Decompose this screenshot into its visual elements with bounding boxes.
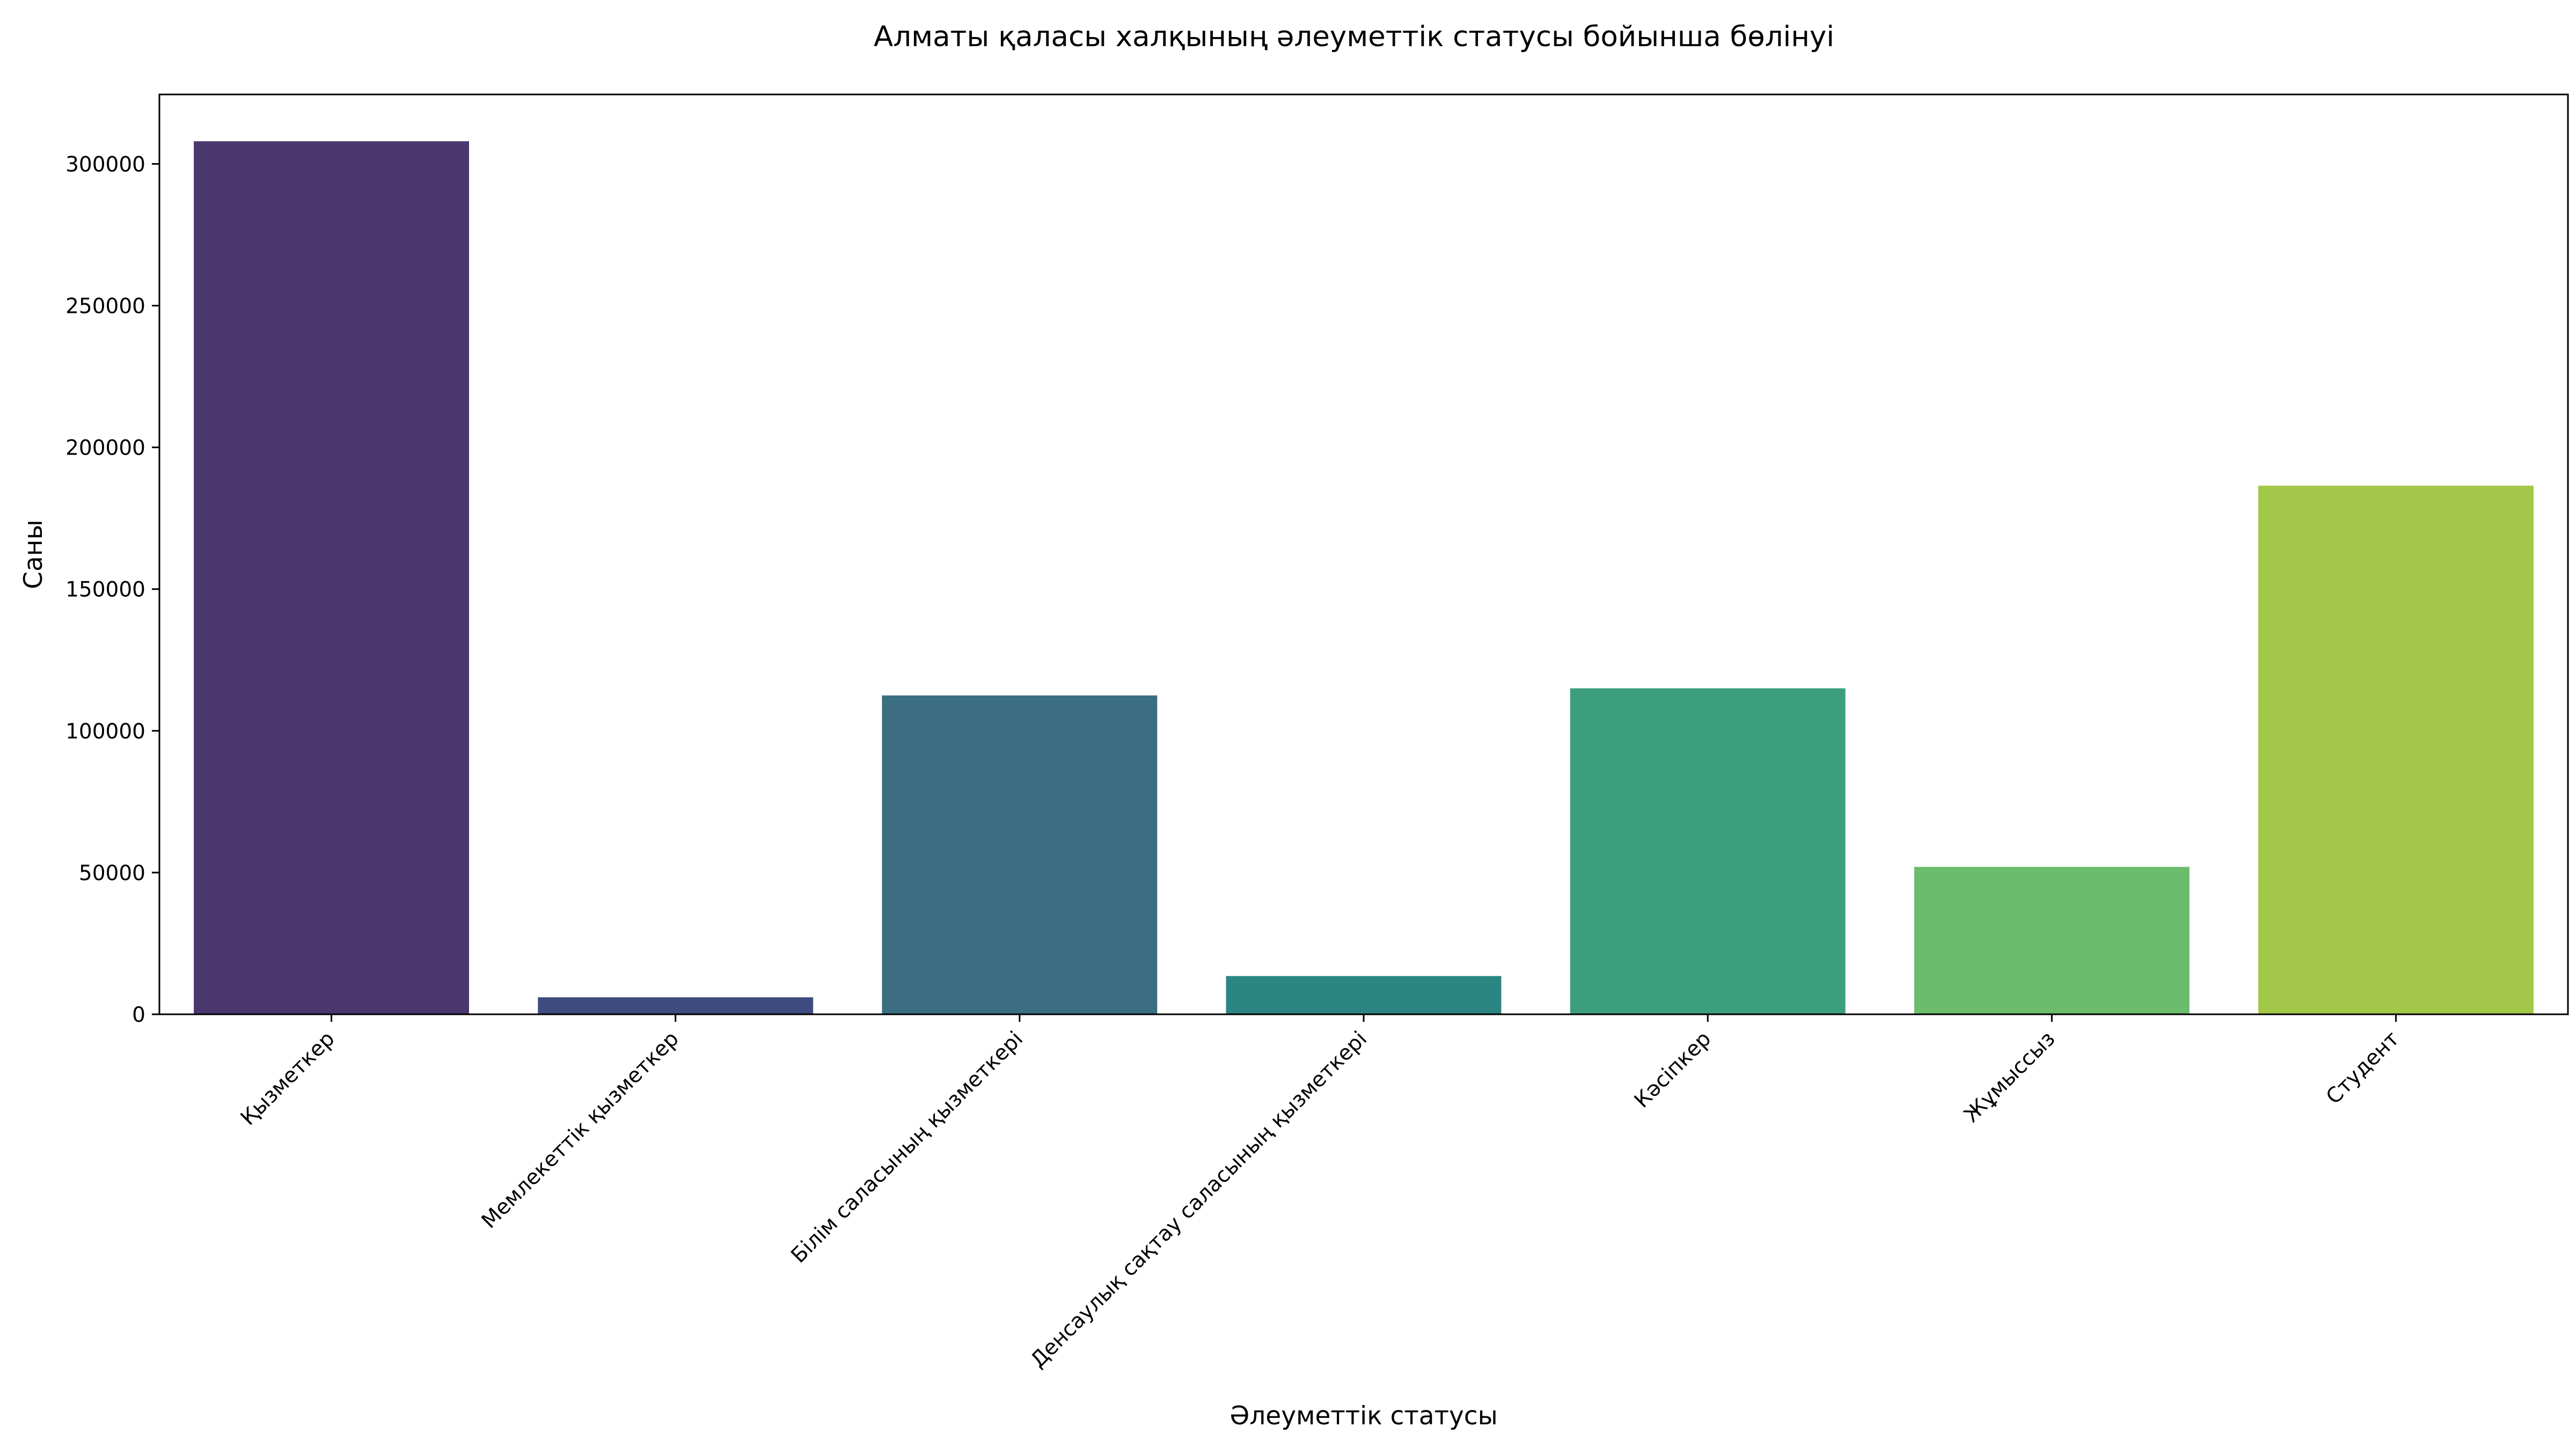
y-tick-label: 100000 [65,720,145,744]
bar-6 [1914,867,2190,1014]
bar-7 [2258,485,2534,1014]
y-tick-label: 300000 [65,152,145,177]
y-tick-label: 150000 [65,578,145,602]
x-tick-label: Қызметкер [236,1027,340,1130]
y-tick-label: 50000 [79,861,145,885]
bar-3 [882,695,1158,1014]
bar-4 [1226,976,1502,1014]
chart-title: Алматы қаласы халқының әлеуметтік статус… [874,20,1834,53]
x-tick-label: Кәсіпкер [1630,1027,1716,1113]
x-axis: Қызметкер Мемлекеттік қызметкер Білім сала… [236,1014,2404,1373]
bars-group [194,141,2534,1015]
x-tick-label: Денсаулық сақтау саласының қызметкері [1026,1027,1372,1372]
x-axis-label: Әлеуметтік статусы [1230,1401,1497,1431]
y-tick-label: 200000 [65,436,145,460]
bar-1 [194,141,470,1015]
x-tick-label: Білім саласының қызметкері [787,1027,1028,1268]
y-tick-label: 0 [132,1003,145,1027]
bar-2 [538,997,814,1014]
plot-frame [158,93,2569,1015]
y-axis: 0 50000 100000 150000 200000 250000 300000 [65,152,159,1027]
y-tick-label: 250000 [65,295,145,319]
x-tick-label: Жұмыссыз [1959,1027,2060,1127]
bar-5 [1570,688,1846,1014]
y-axis-label: Саны [19,519,48,589]
x-tick-label: Студент [2322,1027,2404,1109]
x-tick-label: Мемлекеттік қызметкер [477,1027,684,1233]
